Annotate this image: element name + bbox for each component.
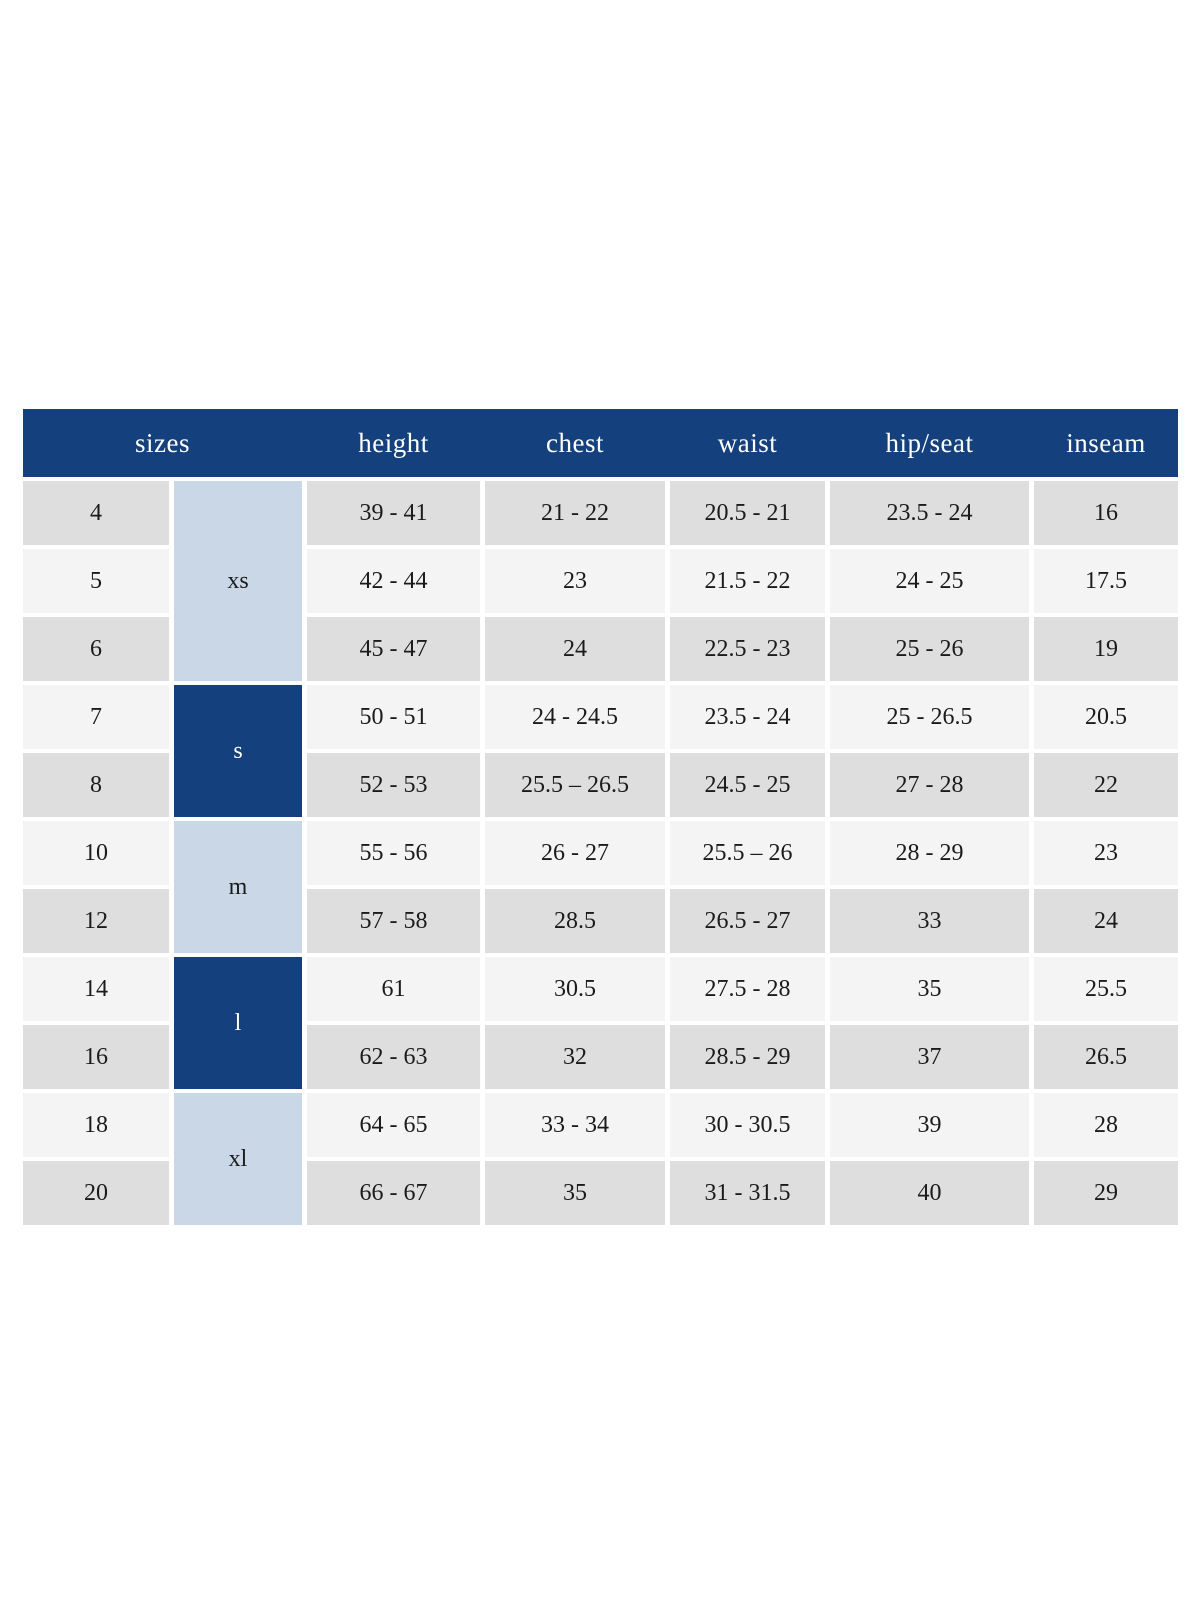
size-group-m: m	[174, 821, 302, 953]
cell-hip-seat: 27 - 28	[830, 753, 1029, 817]
cell-inseam: 28	[1034, 1093, 1178, 1157]
cell-waist: 26.5 - 27	[670, 889, 825, 953]
cell-size: 16	[23, 1025, 169, 1089]
cell-hip-seat: 33	[830, 889, 1029, 953]
cell-waist: 27.5 - 28	[670, 957, 825, 1021]
cell-waist: 23.5 - 24	[670, 685, 825, 749]
cell-height: 66 - 67	[307, 1161, 480, 1225]
cell-inseam: 25.5	[1034, 957, 1178, 1021]
cell-chest: 33 - 34	[485, 1093, 665, 1157]
cell-hip-seat: 39	[830, 1093, 1029, 1157]
cell-waist: 20.5 - 21	[670, 481, 825, 545]
cell-waist: 22.5 - 23	[670, 617, 825, 681]
cell-height: 55 - 56	[307, 821, 480, 885]
cell-size: 5	[23, 549, 169, 613]
size-chart-table: sizes height chest waist hip/seat inseam…	[23, 409, 1178, 1225]
cell-inseam: 20.5	[1034, 685, 1178, 749]
size-group-xs: xs	[174, 481, 302, 681]
cell-hip-seat: 25 - 26.5	[830, 685, 1029, 749]
cell-inseam: 17.5	[1034, 549, 1178, 613]
cell-height: 39 - 41	[307, 481, 480, 545]
cell-hip-seat: 24 - 25	[830, 549, 1029, 613]
cell-inseam: 24	[1034, 889, 1178, 953]
cell-inseam: 29	[1034, 1161, 1178, 1225]
cell-chest: 28.5	[485, 889, 665, 953]
cell-inseam: 19	[1034, 617, 1178, 681]
column-header-waist: waist	[717, 427, 778, 458]
table-body: xs s m l xl 4 39 - 41 21 - 22 20.5 - 21 …	[23, 481, 1178, 1225]
cell-hip-seat: 23.5 - 24	[830, 481, 1029, 545]
cell-size: 4	[23, 481, 169, 545]
cell-chest: 24	[485, 617, 665, 681]
size-group-l: l	[174, 957, 302, 1089]
cell-height: 42 - 44	[307, 549, 480, 613]
cell-height: 50 - 51	[307, 685, 480, 749]
column-header-hip-seat: hip/seat	[885, 427, 974, 458]
cell-inseam: 22	[1034, 753, 1178, 817]
cell-size: 6	[23, 617, 169, 681]
cell-chest: 35	[485, 1161, 665, 1225]
cell-chest: 21 - 22	[485, 481, 665, 545]
cell-size: 7	[23, 685, 169, 749]
cell-chest: 32	[485, 1025, 665, 1089]
cell-waist: 25.5 – 26	[670, 821, 825, 885]
cell-height: 62 - 63	[307, 1025, 480, 1089]
cell-waist: 31 - 31.5	[670, 1161, 825, 1225]
cell-height: 61	[307, 957, 480, 1021]
size-group-s: s	[174, 685, 302, 817]
cell-hip-seat: 25 - 26	[830, 617, 1029, 681]
cell-size: 20	[23, 1161, 169, 1225]
cell-hip-seat: 35	[830, 957, 1029, 1021]
size-group-xl: xl	[174, 1093, 302, 1225]
cell-waist: 30 - 30.5	[670, 1093, 825, 1157]
cell-size: 10	[23, 821, 169, 885]
cell-size: 8	[23, 753, 169, 817]
column-header-inseam: inseam	[1066, 427, 1146, 458]
cell-chest: 26 - 27	[485, 821, 665, 885]
cell-size: 14	[23, 957, 169, 1021]
cell-height: 64 - 65	[307, 1093, 480, 1157]
cell-height: 45 - 47	[307, 617, 480, 681]
cell-size: 18	[23, 1093, 169, 1157]
cell-chest: 25.5 – 26.5	[485, 753, 665, 817]
column-header-sizes: sizes	[135, 427, 190, 458]
column-header-chest: chest	[546, 427, 604, 458]
column-header-height: height	[358, 427, 429, 458]
cell-size: 12	[23, 889, 169, 953]
cell-waist: 28.5 - 29	[670, 1025, 825, 1089]
cell-height: 52 - 53	[307, 753, 480, 817]
cell-waist: 21.5 - 22	[670, 549, 825, 613]
cell-chest: 24 - 24.5	[485, 685, 665, 749]
cell-chest: 30.5	[485, 957, 665, 1021]
cell-inseam: 23	[1034, 821, 1178, 885]
cell-inseam: 26.5	[1034, 1025, 1178, 1089]
cell-hip-seat: 37	[830, 1025, 1029, 1089]
table-header-row: sizes height chest waist hip/seat inseam	[23, 409, 1178, 477]
cell-hip-seat: 28 - 29	[830, 821, 1029, 885]
cell-hip-seat: 40	[830, 1161, 1029, 1225]
cell-inseam: 16	[1034, 481, 1178, 545]
cell-waist: 24.5 - 25	[670, 753, 825, 817]
cell-chest: 23	[485, 549, 665, 613]
cell-height: 57 - 58	[307, 889, 480, 953]
